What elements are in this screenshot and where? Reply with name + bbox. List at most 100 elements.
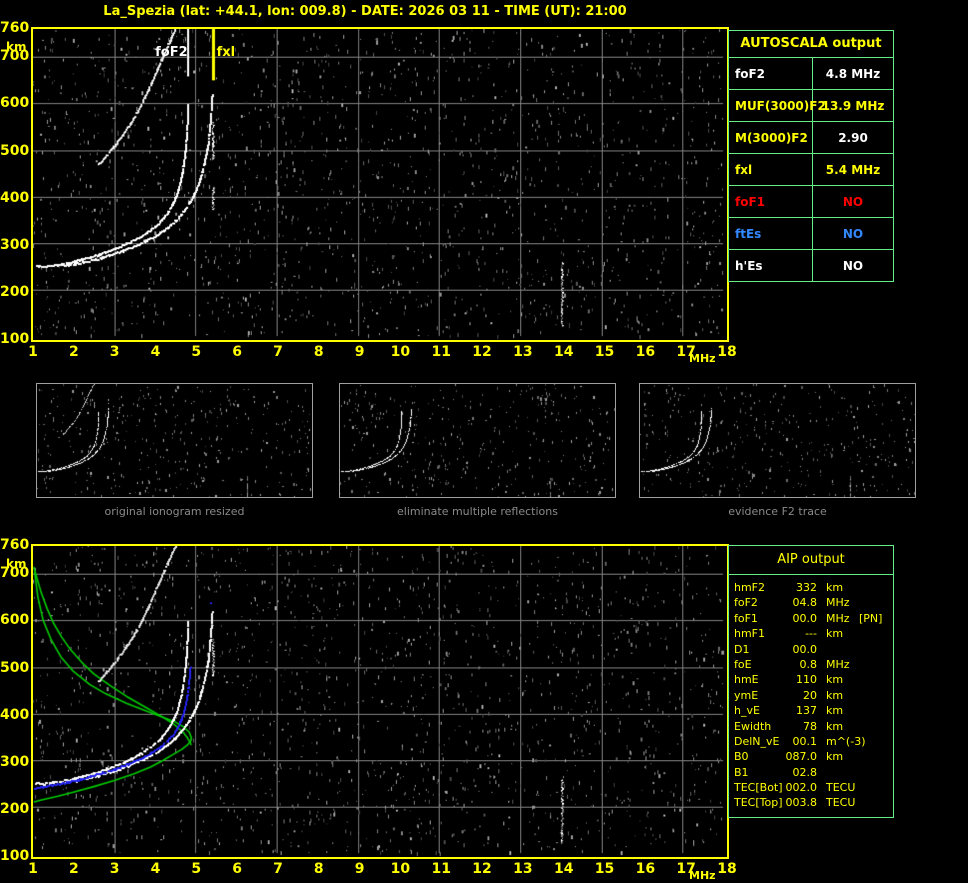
x-tick-label: 12 bbox=[472, 861, 492, 877]
autoscala-value-m3000f2: 2.90 bbox=[838, 130, 868, 145]
aip-name-delnve: DelN_vE bbox=[734, 734, 780, 748]
aip-note-ewidth bbox=[859, 719, 893, 734]
aip-note-tectop bbox=[859, 795, 893, 810]
x-tick-label: 12 bbox=[472, 344, 492, 360]
y-tick-label: 500 bbox=[0, 142, 30, 159]
x-tick-label: 6 bbox=[232, 861, 242, 877]
aip-unit-tectop: TECU bbox=[826, 796, 856, 810]
aip-table-header: AIP output bbox=[729, 546, 893, 575]
aip-row: foE 0.8 MHz bbox=[729, 657, 893, 672]
autoscala-value-ftes: NO bbox=[842, 226, 864, 241]
y-tick-label: 500 bbox=[0, 659, 30, 676]
aip-note-d1 bbox=[859, 642, 893, 657]
autoscala-value-fxl: 5.4 MHz bbox=[825, 162, 881, 177]
aip-name-fof1: foF1 bbox=[734, 611, 758, 625]
aip-name-hmf2: hmF2 bbox=[734, 581, 766, 594]
autoscala-key-fof2: foF2 bbox=[729, 58, 813, 89]
aip-value-fof1: 00.0 bbox=[792, 611, 818, 625]
mini-canvas-evidence bbox=[640, 384, 915, 497]
aip-row: Ewidth 78 km bbox=[729, 719, 893, 734]
x-tick-label: 13 bbox=[513, 861, 533, 877]
marker-label-foF2: foF2 bbox=[155, 45, 188, 60]
aip-unit-d1 bbox=[817, 642, 859, 657]
mini-panel-eliminate-multiple-reflections[interactable] bbox=[339, 383, 616, 498]
aip-unit-hve: km bbox=[826, 704, 844, 718]
aip-unit-b1 bbox=[817, 765, 859, 780]
autoscala-output-table: AUTOSCALA output foF2 4.8 MHz MUF(3000)F2 1… bbox=[728, 30, 894, 282]
y-tick-label: 200 bbox=[0, 283, 30, 300]
autoscala-table-body: foF2 4.8 MHz MUF(3000)F2 13.9 MHz M(3000)F2 2… bbox=[729, 58, 893, 281]
y-tick-label: 100 bbox=[0, 848, 30, 864]
x-tick-label: 17 bbox=[676, 344, 696, 360]
autoscala-row: M(3000)F2 2.90 bbox=[729, 122, 893, 154]
aip-name-yme: ymE bbox=[734, 688, 759, 702]
aip-name-b1: B1 bbox=[734, 765, 749, 779]
aip-value-ewidth: 78 bbox=[803, 719, 817, 733]
main-ionogram-plot-area[interactable] bbox=[31, 27, 729, 342]
aip-row: hmF1 --- km bbox=[729, 626, 893, 641]
y-tick-label: 760 bbox=[0, 20, 30, 36]
aip-unit-hme: km bbox=[826, 673, 844, 687]
aip-name-tecbot: TEC[Bot] bbox=[734, 781, 783, 795]
bottom-ionogram-plot-area[interactable] bbox=[31, 544, 729, 859]
aip-value-hme: 110 bbox=[796, 673, 817, 687]
aip-row: h_vE 137 km bbox=[729, 703, 893, 718]
aip-row: hmF2 332 km bbox=[729, 580, 893, 595]
autoscala-value-muf3000f2: 13.9 MHz bbox=[821, 98, 885, 113]
aip-unit-fof1: MHz bbox=[826, 611, 850, 625]
y-tick-label: 300 bbox=[0, 236, 30, 253]
aip-unit-hmf2: km bbox=[826, 581, 844, 594]
mini-caption-original: original ionogram resized bbox=[104, 505, 245, 518]
aip-value-hmf1: --- bbox=[805, 627, 817, 641]
marker-label-fxl: fxl bbox=[216, 45, 236, 60]
aip-note-yme bbox=[859, 688, 893, 703]
x-tick-label: 14 bbox=[553, 861, 574, 877]
autoscala-key-m3000f2: M(3000)F2 bbox=[729, 122, 813, 153]
y-tick-label: 100 bbox=[0, 331, 30, 347]
mini-canvas-original bbox=[37, 384, 312, 497]
x-tick-label: 3 bbox=[109, 344, 120, 360]
y-tick-label: 400 bbox=[0, 189, 30, 206]
aip-value-hve: 137 bbox=[796, 704, 817, 718]
x-tick-label: 7 bbox=[273, 344, 283, 360]
page-title: La_Spezia (lat: +44.1, lon: 009.8) - DAT… bbox=[103, 4, 627, 19]
aip-output-table: AIP output hmF2 332 km foF2 04.8 MHz foF1 00.0 M… bbox=[728, 545, 894, 818]
aip-value-d1: 00.0 bbox=[792, 642, 818, 656]
x-tick-label: 15 bbox=[594, 344, 615, 360]
aip-unit-fof2: MHz bbox=[826, 596, 850, 610]
aip-note-hmf2 bbox=[859, 580, 893, 595]
x-tick-label: 3 bbox=[109, 861, 120, 877]
aip-row: B0 087.0 km bbox=[729, 749, 893, 764]
autoscala-row: fxl 5.4 MHz bbox=[729, 154, 893, 186]
aip-row: hmE 110 km bbox=[729, 672, 893, 687]
autoscala-row: ftEs NO bbox=[729, 218, 893, 250]
aip-value-delnve: 00.1 bbox=[792, 734, 818, 748]
aip-row: TEC[Bot] 002.0 TECU bbox=[729, 780, 893, 795]
mini-panel-evidence-f2-trace[interactable] bbox=[639, 383, 916, 498]
x-tick-label: 13 bbox=[513, 344, 533, 360]
aip-value-yme: 20 bbox=[803, 688, 817, 702]
aip-note-fof1: [PN] bbox=[859, 611, 883, 625]
x-tick-label: 9 bbox=[354, 344, 365, 360]
mini-panel-original-ionogram-resized[interactable] bbox=[36, 383, 313, 498]
main-y-axis-unit: km bbox=[6, 40, 27, 54]
aip-value-b0: 087.0 bbox=[785, 750, 818, 764]
x-tick-label: 11 bbox=[431, 344, 451, 360]
y-tick-label: 300 bbox=[0, 753, 30, 770]
autoscala-table-header: AUTOSCALA output bbox=[729, 31, 893, 58]
autoscala-row: foF2 4.8 MHz bbox=[729, 58, 893, 90]
aip-unit-yme: km bbox=[826, 688, 844, 702]
aip-name-hve: h_vE bbox=[734, 704, 760, 718]
aip-note-tecbot bbox=[859, 780, 893, 795]
aip-unit-tecbot: TECU bbox=[826, 781, 856, 795]
aip-value-hmf2: 332 bbox=[796, 581, 817, 594]
x-tick-label: 17 bbox=[676, 861, 696, 877]
autoscala-value-fof2: 4.8 MHz bbox=[825, 66, 881, 81]
aip-unit-ewidth: km bbox=[826, 719, 844, 733]
x-tick-label: 10 bbox=[390, 344, 411, 360]
bottom-ionogram-canvas bbox=[33, 546, 727, 857]
main-x-axis-unit: MHz bbox=[689, 352, 716, 365]
x-tick-label: 2 bbox=[68, 861, 79, 877]
aip-note-foe bbox=[859, 657, 893, 672]
aip-row: ymE 20 km bbox=[729, 688, 893, 703]
